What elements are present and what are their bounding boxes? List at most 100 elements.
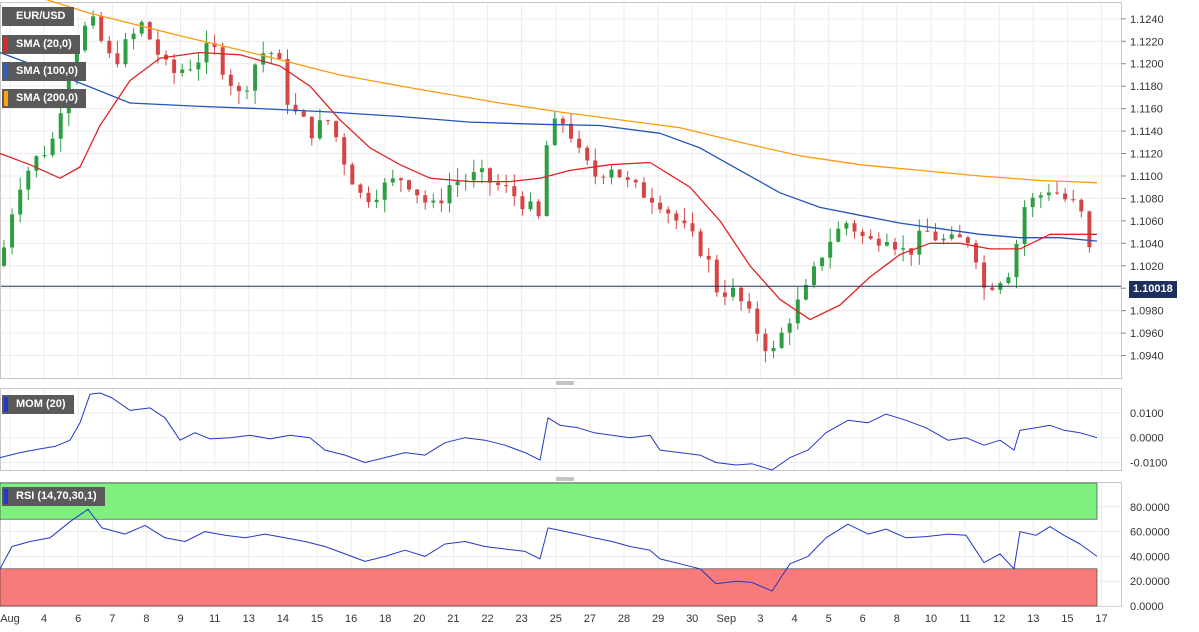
candle-body bbox=[358, 184, 363, 193]
candle-body bbox=[34, 156, 39, 171]
candle-body bbox=[755, 308, 760, 334]
candle-body bbox=[180, 69, 185, 73]
x-tick-label: Aug bbox=[0, 613, 20, 625]
price-tick-label: 1.1240 bbox=[1130, 14, 1164, 26]
candle-body bbox=[690, 223, 695, 232]
x-tick-label: 21 bbox=[447, 613, 459, 625]
candle-body bbox=[990, 287, 995, 290]
rsi-oversold-zone bbox=[0, 568, 1098, 607]
sma100-swatch bbox=[4, 64, 8, 79]
candle-body bbox=[893, 242, 897, 250]
x-tick-label: 4 bbox=[791, 613, 797, 625]
sma200-line bbox=[45, 0, 1098, 184]
candle-body bbox=[860, 231, 865, 237]
candle-body bbox=[115, 53, 120, 65]
candle-body bbox=[747, 301, 752, 309]
candle-body bbox=[155, 39, 160, 55]
candle-body bbox=[447, 185, 452, 204]
candle-body bbox=[658, 202, 663, 210]
candle-body bbox=[398, 178, 403, 181]
x-tick-label: Sep bbox=[717, 613, 737, 625]
candle-body bbox=[431, 200, 436, 203]
x-tick-label: 8 bbox=[143, 613, 149, 625]
candle-body bbox=[650, 197, 654, 203]
candle-body bbox=[779, 332, 784, 348]
x-tick-label: 12 bbox=[993, 613, 1005, 625]
candle-body bbox=[706, 255, 711, 260]
candle-body bbox=[301, 111, 306, 117]
x-tick-label: 28 bbox=[618, 613, 630, 625]
candle-body bbox=[269, 53, 274, 55]
candle-body bbox=[390, 178, 395, 183]
price-tick-label: 1.1180 bbox=[1130, 81, 1163, 93]
candle-body bbox=[884, 242, 889, 246]
candle-body bbox=[479, 168, 484, 173]
legend-sma100: SMA (100,0) bbox=[2, 62, 86, 81]
candle-body bbox=[852, 223, 857, 232]
candle-body bbox=[909, 248, 914, 255]
legend-sma20: SMA (20,0) bbox=[2, 35, 80, 54]
x-tick-label: 6 bbox=[75, 613, 81, 625]
legend-sma20-label: SMA (20,0) bbox=[16, 38, 72, 50]
candle-body bbox=[277, 53, 282, 60]
candle-body bbox=[293, 104, 298, 112]
candle-body bbox=[617, 169, 622, 178]
candle-body bbox=[261, 53, 266, 65]
candle-body bbox=[560, 118, 565, 124]
rsi-tick-label: 60.0000 bbox=[1130, 527, 1170, 539]
candle-body bbox=[1022, 207, 1027, 244]
rsi-label: RSI (14,70,30,1) bbox=[16, 490, 97, 502]
x-tick-label: 20 bbox=[413, 613, 425, 625]
candle-body bbox=[172, 59, 177, 73]
candle-body bbox=[933, 231, 938, 241]
candle-body bbox=[196, 62, 201, 70]
candle-body bbox=[350, 164, 355, 185]
candle-body bbox=[423, 195, 428, 203]
sma200-swatch bbox=[4, 91, 8, 106]
x-tick-label: 23 bbox=[516, 613, 528, 625]
price-tick-label: 1.1040 bbox=[1130, 238, 1164, 250]
candle-body bbox=[641, 182, 646, 198]
price-tick-label: 1.1140 bbox=[1130, 126, 1163, 138]
price-tick-label: 1.0960 bbox=[1130, 328, 1164, 340]
x-tick-label: 13 bbox=[1027, 613, 1039, 625]
symbol-label: EUR/USD bbox=[16, 10, 66, 22]
candle-body bbox=[609, 169, 614, 178]
candle-body bbox=[941, 238, 946, 241]
last-price-badge: 1.10018 bbox=[1129, 281, 1177, 298]
candle-body bbox=[957, 234, 962, 238]
candle-body bbox=[220, 47, 225, 75]
last-price-text: 1.10018 bbox=[1133, 283, 1173, 295]
candle-body bbox=[342, 137, 347, 165]
price-tick-label: 1.1160 bbox=[1130, 104, 1163, 116]
candle-body bbox=[593, 160, 598, 177]
candle-body bbox=[236, 85, 241, 92]
candle-body bbox=[828, 241, 833, 258]
rsi-overbought-zone bbox=[0, 482, 1098, 520]
legend-sma100-label: SMA (100,0) bbox=[16, 65, 78, 77]
candle-body bbox=[1014, 243, 1019, 278]
candle-body bbox=[58, 113, 63, 139]
candle-body bbox=[496, 182, 501, 186]
candle-body bbox=[965, 237, 970, 244]
price-tick-label: 1.1120 bbox=[1130, 149, 1163, 161]
candle-body bbox=[1055, 192, 1059, 194]
candle-body bbox=[682, 220, 687, 224]
x-tick-label: 4 bbox=[41, 613, 47, 625]
candle-body bbox=[901, 248, 906, 250]
legend-sma200: SMA (200,0) bbox=[2, 89, 86, 108]
x-tick-label: 5 bbox=[826, 613, 832, 625]
rsi-tick-label: 80.0000 bbox=[1130, 502, 1170, 514]
x-tick-label: 30 bbox=[686, 613, 698, 625]
rsi-tick-label: 20.0000 bbox=[1130, 576, 1170, 588]
candle-body bbox=[245, 90, 249, 92]
x-tick-label: 7 bbox=[109, 613, 115, 625]
legend-sma200-label: SMA (200,0) bbox=[16, 92, 78, 104]
candle-body bbox=[188, 69, 193, 71]
candle-body bbox=[407, 180, 411, 190]
candle-body bbox=[123, 39, 128, 65]
candle-body bbox=[10, 214, 15, 248]
x-tick-label: 15 bbox=[311, 613, 323, 625]
candle-body bbox=[577, 138, 582, 148]
candle-body bbox=[876, 238, 881, 246]
